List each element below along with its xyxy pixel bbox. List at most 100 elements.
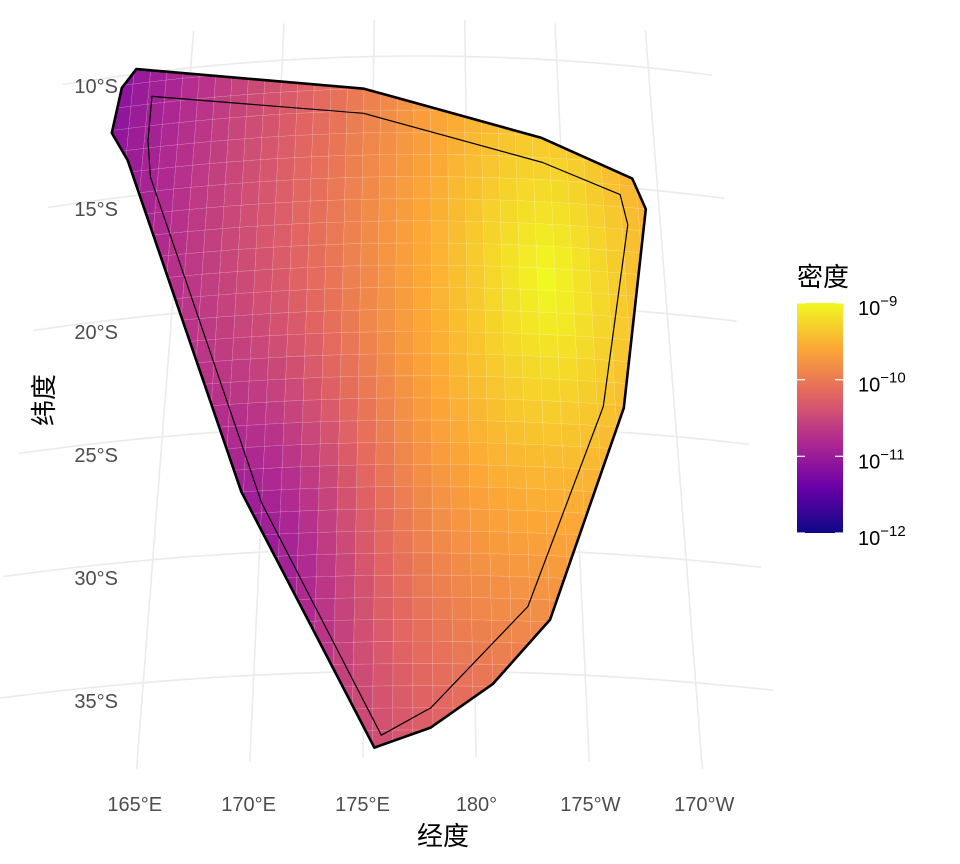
density-tile: [344, 154, 364, 179]
density-tile: [122, 565, 145, 590]
density-tile: [657, 474, 677, 498]
density-tile: [145, 101, 165, 127]
density-tile: [430, 154, 449, 178]
density-tile: [325, 221, 345, 246]
density-tile: [586, 579, 609, 604]
density-tile: [654, 716, 676, 740]
density-tile: [111, 588, 124, 614]
density-tile: [596, 757, 618, 780]
density-tile: [585, 557, 607, 582]
density-tile: [214, 646, 236, 671]
density-tile: [305, 288, 326, 313]
density-tile: [528, 69, 547, 70]
density-tile: [649, 363, 669, 387]
density-tile: [430, 109, 449, 133]
density-tile: [412, 441, 433, 465]
density-tile: [682, 125, 701, 149]
density-tile: [574, 313, 594, 338]
density-tile: [530, 112, 550, 137]
density-tile: [484, 287, 504, 312]
density-tile: [413, 309, 432, 332]
color-legend: 密度 10−9 10−10 10−11 10−12: [797, 263, 906, 550]
density-tile: [111, 611, 122, 636]
density-tile: [453, 752, 474, 775]
density-tile: [372, 752, 393, 774]
density-tile: [353, 619, 375, 643]
density-tile: [374, 508, 395, 532]
density-tile: [290, 754, 311, 777]
density-tile: [204, 206, 225, 231]
density-tile: [639, 494, 646, 519]
density-tile: [177, 120, 197, 146]
density-tile: [616, 426, 638, 451]
legend-break-label: 10−11: [858, 446, 905, 473]
density-tile: [375, 441, 396, 466]
density-tile: [431, 530, 452, 554]
density-tile: [491, 619, 512, 644]
density-tile: [447, 198, 467, 222]
density-tile: [594, 358, 615, 384]
density-tile: [567, 578, 589, 603]
density-tile: [711, 457, 732, 481]
density-tile: [281, 69, 300, 71]
density-tile: [335, 553, 356, 577]
inner-boundary: [147, 95, 629, 736]
density-tile: [633, 141, 646, 167]
density-tile: [334, 575, 356, 599]
density-tile: [412, 530, 433, 554]
density-tile: [587, 226, 607, 251]
density-tile: [508, 531, 529, 556]
density-tile: [628, 75, 646, 100]
legend-labels: 10−9 10−10 10−11 10−12: [858, 293, 906, 550]
density-tile: [202, 514, 224, 539]
density-tile: [541, 400, 562, 425]
density-tile: [613, 95, 633, 121]
density-tile: [260, 489, 282, 514]
density-tile: [657, 760, 679, 784]
density-tile: [655, 738, 677, 762]
density-tile: [174, 648, 197, 674]
density-tile: [500, 221, 520, 246]
density-tile: [216, 602, 239, 627]
density-tile: [723, 590, 744, 614]
density-tile: [294, 620, 316, 645]
density-tile: [394, 397, 414, 421]
density-tile: [584, 181, 604, 206]
density-tile: [258, 180, 278, 205]
density-tile: [238, 225, 258, 250]
density-tile: [468, 442, 489, 466]
density-tile: [538, 311, 558, 336]
density-tile: [630, 670, 646, 695]
density-tile: [284, 377, 305, 402]
density-tile: [601, 183, 622, 208]
density-tile: [516, 200, 536, 224]
density-tile: [591, 314, 612, 339]
density-tile: [376, 375, 396, 399]
density-tile: [345, 132, 364, 156]
legend-ticks: [797, 302, 843, 534]
density-tile: [617, 448, 639, 473]
density-tile: [676, 740, 698, 764]
density-tile: [111, 238, 119, 264]
density-tile: [725, 612, 747, 636]
density-tile: [298, 510, 319, 534]
density-tile: [307, 244, 327, 268]
density-tile: [356, 464, 377, 488]
density-tile: [344, 176, 363, 201]
density-tile: [195, 625, 218, 650]
density-tile: [662, 79, 680, 103]
density-tile: [230, 358, 251, 383]
density-tile: [573, 711, 596, 735]
density-tile: [372, 685, 394, 709]
density-tile: [560, 423, 582, 448]
density-tile: [545, 69, 565, 93]
density-tile: [334, 597, 355, 621]
density-tile: [412, 618, 433, 642]
density-tile: [513, 731, 536, 748]
density-tile: [496, 88, 515, 113]
density-tile: [302, 399, 322, 423]
density-tile: [672, 696, 694, 720]
density-tile: [341, 309, 361, 334]
density-tile: [430, 176, 449, 200]
density-tile: [448, 309, 468, 333]
